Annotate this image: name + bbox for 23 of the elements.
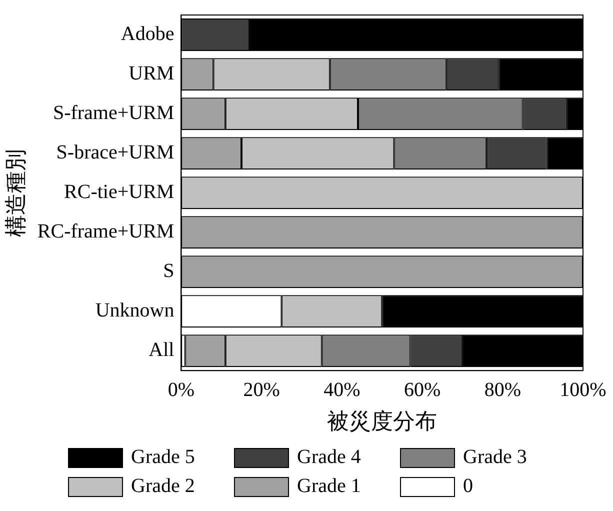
legend-label: Grade 4 bbox=[297, 446, 361, 469]
legend-label: Grade 5 bbox=[131, 446, 195, 469]
y-tick-label: All bbox=[148, 339, 175, 362]
y-tick-label: RC-tie+URM bbox=[64, 181, 174, 204]
x-tick-label: 20% bbox=[243, 378, 280, 401]
y-tick-label: S-frame+URM bbox=[52, 102, 174, 124]
y-tick-label: S-brace+URM bbox=[56, 142, 174, 164]
x-axis-title: 被災度分布 bbox=[327, 408, 438, 434]
x-tick-label: 60% bbox=[404, 378, 441, 401]
x-tick-label: 40% bbox=[324, 378, 360, 401]
y-tick-label: Unknown bbox=[95, 300, 174, 322]
x-tick-label: 100% bbox=[560, 378, 606, 401]
y-tick-label: URM bbox=[128, 62, 174, 85]
legend-label: Grade 3 bbox=[463, 446, 527, 469]
legend-label: 0 bbox=[463, 475, 473, 498]
x-tick-label: 80% bbox=[484, 378, 521, 401]
y-tick-label: RC-frame+URM bbox=[37, 220, 174, 243]
legend-label: Grade 1 bbox=[297, 475, 361, 498]
y-tick-label: Adobe bbox=[120, 23, 174, 46]
x-tick-label: 0% bbox=[168, 378, 195, 401]
legend-label: Grade 2 bbox=[131, 475, 195, 498]
y-tick-label: S bbox=[163, 260, 174, 282]
y-axis-title: 構造種別 bbox=[2, 148, 28, 237]
